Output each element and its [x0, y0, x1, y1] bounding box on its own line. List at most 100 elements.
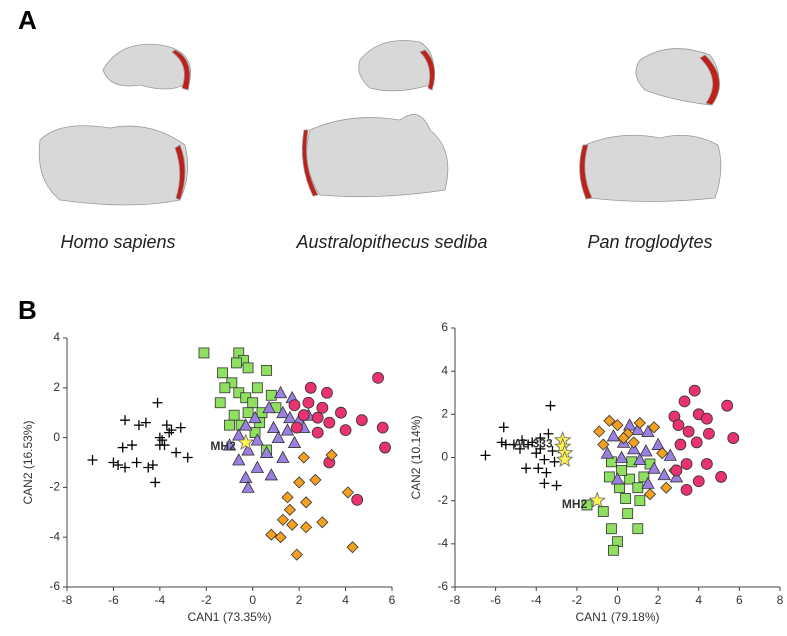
- point: [309, 473, 322, 486]
- point: [131, 457, 142, 468]
- y-tick-label: 2: [441, 407, 448, 421]
- point: [290, 421, 303, 434]
- y-tick-label: 4: [441, 363, 448, 377]
- point: [236, 433, 255, 451]
- point: [241, 443, 255, 456]
- point: [692, 475, 705, 488]
- y-tick-label: 0: [441, 450, 448, 464]
- point: [217, 367, 228, 379]
- point: [264, 468, 278, 481]
- point: [287, 435, 302, 448]
- point: [376, 421, 389, 434]
- point: [521, 463, 532, 474]
- point: [276, 405, 290, 419]
- point: [120, 415, 131, 426]
- point: [647, 461, 661, 474]
- point: [508, 439, 519, 450]
- point: [335, 406, 347, 419]
- point: [250, 460, 265, 473]
- bone-renders: [38, 40, 722, 206]
- point: [222, 438, 237, 451]
- point: [535, 433, 546, 444]
- point: [316, 401, 329, 414]
- x-axis-label: CAN1 (73.35%): [187, 610, 271, 624]
- x-tick-label: 0: [614, 593, 621, 607]
- point: [297, 451, 310, 464]
- x-tick-label: 2: [655, 593, 662, 607]
- x-tick-label: -2: [201, 593, 212, 607]
- point: [302, 396, 315, 409]
- point: [247, 397, 259, 409]
- point: [663, 448, 677, 461]
- point: [551, 480, 562, 491]
- point: [171, 447, 182, 458]
- point: [527, 437, 538, 448]
- point: [606, 429, 621, 442]
- point: [248, 410, 262, 424]
- point: [616, 465, 627, 476]
- point: [323, 416, 336, 429]
- point: [556, 450, 574, 468]
- point: [633, 452, 647, 466]
- point: [311, 426, 324, 439]
- point: [339, 424, 352, 437]
- point: [147, 459, 158, 470]
- point: [276, 450, 290, 463]
- point: [533, 463, 544, 474]
- x-tick-label: 4: [695, 593, 702, 607]
- point: [715, 471, 727, 483]
- point: [311, 411, 324, 424]
- point: [632, 523, 644, 535]
- point: [239, 470, 253, 483]
- point: [182, 452, 193, 463]
- point: [228, 409, 240, 421]
- point: [539, 478, 550, 489]
- panel-label: A: [18, 5, 37, 35]
- point: [547, 446, 558, 457]
- point: [288, 399, 301, 412]
- point: [325, 448, 338, 462]
- point: [624, 473, 636, 485]
- point: [316, 516, 329, 529]
- point: [379, 441, 391, 454]
- point: [108, 457, 119, 468]
- point: [670, 464, 683, 477]
- point: [545, 400, 556, 411]
- point: [657, 467, 671, 481]
- point: [623, 418, 637, 431]
- point: [498, 422, 509, 433]
- x-tick-label: -8: [450, 593, 461, 607]
- point: [224, 419, 235, 431]
- point: [164, 427, 175, 438]
- point: [627, 436, 640, 449]
- point: [632, 482, 644, 494]
- point: [688, 384, 701, 397]
- x-tick-label: 2: [296, 593, 303, 607]
- point: [515, 443, 525, 454]
- point: [597, 438, 610, 451]
- point: [614, 450, 629, 463]
- point: [581, 499, 593, 511]
- point: [700, 412, 713, 425]
- point: [304, 381, 317, 394]
- point: [242, 407, 254, 419]
- point: [523, 439, 534, 450]
- y-axis-label: CAN2 (10.14%): [409, 415, 423, 499]
- point: [372, 371, 384, 384]
- point: [127, 440, 137, 451]
- point: [351, 493, 364, 506]
- point: [262, 400, 276, 414]
- panel-label: B: [18, 295, 37, 325]
- point: [535, 443, 546, 454]
- point: [259, 445, 274, 458]
- x-tick-label: -6: [490, 593, 501, 607]
- point: [87, 455, 98, 466]
- point: [152, 397, 163, 408]
- point: [175, 422, 186, 433]
- point: [261, 364, 273, 376]
- point: [140, 417, 151, 428]
- point-label: AL 333: [514, 436, 553, 450]
- y-tick-label: -2: [437, 493, 448, 507]
- x-tick-label: 8: [777, 593, 784, 607]
